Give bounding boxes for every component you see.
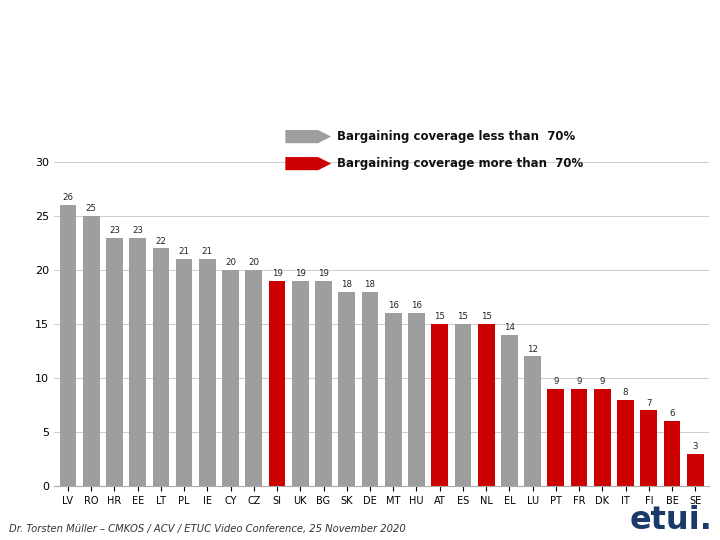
Bar (222, 270, 239, 486)
Text: 18: 18 (341, 280, 352, 289)
Bar (315, 281, 332, 486)
Text: 21: 21 (179, 247, 189, 256)
Bar (292, 281, 309, 486)
Text: CB Coverage and Low Wage Sector: CB Coverage and Low Wage Sector (9, 6, 582, 34)
Bar (408, 313, 425, 486)
Bar (454, 324, 472, 486)
Text: 20: 20 (248, 258, 259, 267)
Text: 16: 16 (411, 301, 422, 310)
Bar (478, 324, 495, 486)
Text: etui.: etui. (630, 505, 713, 536)
Text: 19: 19 (271, 269, 282, 278)
Bar (594, 389, 611, 486)
Bar (501, 335, 518, 486)
Bar (431, 324, 448, 486)
Text: 15: 15 (481, 312, 492, 321)
Text: 18: 18 (364, 280, 376, 289)
Bar (60, 205, 76, 486)
Text: 7: 7 (646, 399, 652, 408)
Text: Bargaining coverage more than  70%: Bargaining coverage more than 70% (337, 157, 583, 170)
Bar (361, 292, 378, 486)
Text: Bargaining coverage less than  70%: Bargaining coverage less than 70% (337, 130, 575, 143)
Bar (524, 356, 541, 486)
Text: 15: 15 (457, 312, 469, 321)
Bar (664, 421, 680, 486)
Bar (547, 389, 564, 486)
Bar (199, 259, 216, 486)
Text: (in % of full-time employees earning less than 2/3 of median wage; 2014-2018;
OE: (in % of full-time employees earning les… (9, 60, 479, 89)
Bar (269, 281, 285, 486)
Bar (130, 238, 146, 486)
Text: 3: 3 (693, 442, 698, 451)
Bar (338, 292, 355, 486)
Bar (687, 454, 703, 486)
Text: 9: 9 (577, 377, 582, 386)
Bar (385, 313, 402, 486)
Text: 21: 21 (202, 247, 213, 256)
Bar (176, 259, 192, 486)
Bar (83, 216, 99, 486)
Polygon shape (285, 157, 331, 170)
Text: 19: 19 (318, 269, 329, 278)
Text: 20: 20 (225, 258, 236, 267)
Text: 14: 14 (504, 323, 515, 332)
Text: 6: 6 (670, 409, 675, 418)
Bar (246, 270, 262, 486)
Text: 15: 15 (434, 312, 445, 321)
Text: 22: 22 (156, 237, 166, 246)
Text: 9: 9 (600, 377, 605, 386)
Bar (640, 410, 657, 486)
Text: 16: 16 (387, 301, 399, 310)
Text: 19: 19 (295, 269, 306, 278)
Polygon shape (285, 130, 331, 143)
Text: Dr. Torsten Müller – CMKOS / ACV / ETUC Video Conference, 25 November 2020: Dr. Torsten Müller – CMKOS / ACV / ETUC … (9, 523, 406, 534)
Text: 9: 9 (553, 377, 559, 386)
Text: 8: 8 (623, 388, 629, 397)
Bar (106, 238, 123, 486)
Text: 23: 23 (132, 226, 143, 235)
Text: 23: 23 (109, 226, 120, 235)
Text: 12: 12 (527, 345, 538, 354)
Bar (153, 248, 169, 486)
Bar (571, 389, 588, 486)
Text: 25: 25 (86, 204, 96, 213)
Bar (617, 400, 634, 486)
Text: 26: 26 (63, 193, 73, 202)
